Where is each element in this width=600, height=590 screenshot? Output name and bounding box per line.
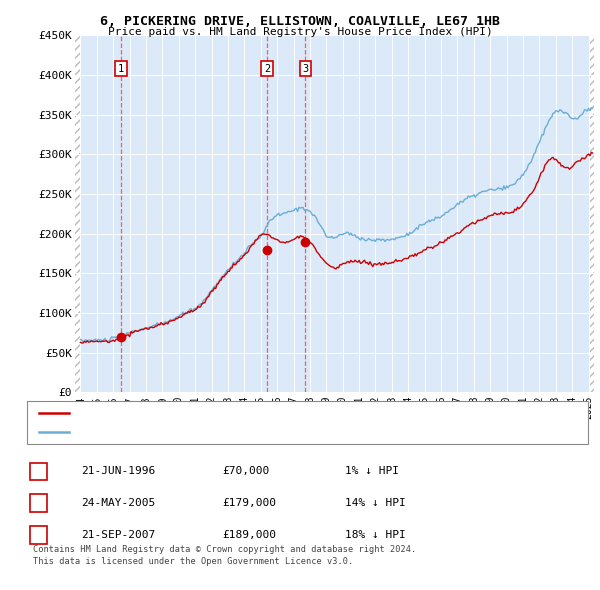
Text: 21-JUN-1996: 21-JUN-1996 — [81, 467, 155, 476]
Text: 18% ↓ HPI: 18% ↓ HPI — [345, 530, 406, 540]
Text: £179,000: £179,000 — [222, 499, 276, 508]
Text: £189,000: £189,000 — [222, 530, 276, 540]
Text: 2: 2 — [264, 64, 271, 74]
Text: 3: 3 — [35, 530, 42, 540]
Text: 1% ↓ HPI: 1% ↓ HPI — [345, 467, 399, 476]
Text: Contains HM Land Registry data © Crown copyright and database right 2024.: Contains HM Land Registry data © Crown c… — [33, 545, 416, 555]
Text: 6, PICKERING DRIVE, ELLISTOWN, COALVILLE, LE67 1HB: 6, PICKERING DRIVE, ELLISTOWN, COALVILLE… — [100, 15, 500, 28]
Text: 6, PICKERING DRIVE, ELLISTOWN, COALVILLE, LE67 1HB (detached house): 6, PICKERING DRIVE, ELLISTOWN, COALVILLE… — [75, 408, 469, 418]
Text: 21-SEP-2007: 21-SEP-2007 — [81, 530, 155, 540]
Text: 2: 2 — [35, 499, 42, 508]
Text: Price paid vs. HM Land Registry's House Price Index (HPI): Price paid vs. HM Land Registry's House … — [107, 27, 493, 37]
Text: HPI: Average price, detached house, North West Leicestershire: HPI: Average price, detached house, Nort… — [75, 427, 433, 437]
Text: 3: 3 — [302, 64, 308, 74]
Text: 14% ↓ HPI: 14% ↓ HPI — [345, 499, 406, 508]
Text: 1: 1 — [118, 64, 124, 74]
Text: £70,000: £70,000 — [222, 467, 269, 476]
Text: This data is licensed under the Open Government Licence v3.0.: This data is licensed under the Open Gov… — [33, 557, 353, 566]
Text: 1: 1 — [35, 467, 42, 476]
Text: 24-MAY-2005: 24-MAY-2005 — [81, 499, 155, 508]
